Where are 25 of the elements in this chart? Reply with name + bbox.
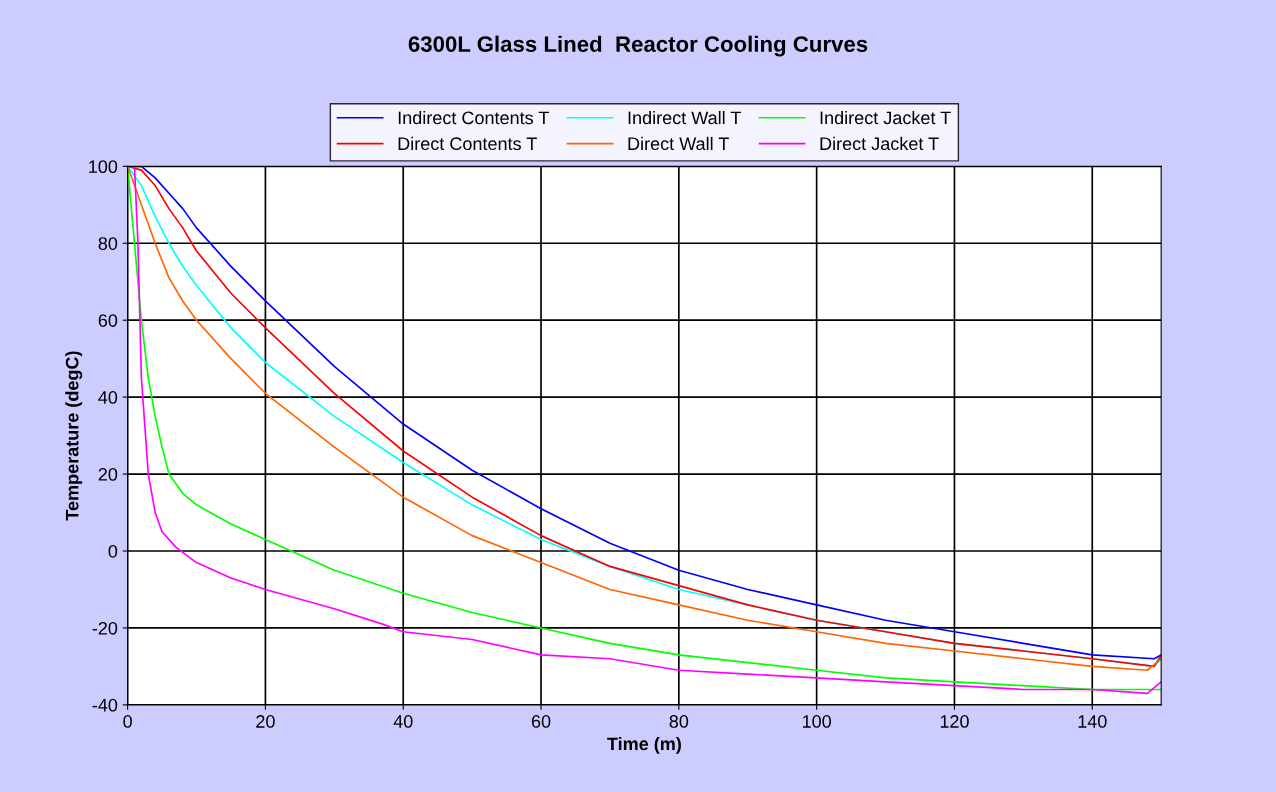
x-tick-label: 120 <box>940 715 969 728</box>
y-tick-label: 100 <box>89 160 118 174</box>
x-tick-label: 80 <box>669 715 689 728</box>
y-tick-label: 80 <box>98 237 118 250</box>
x-axis-title: Time (m) <box>607 736 681 754</box>
legend-label: Indirect Wall T <box>628 110 741 125</box>
legend-label: Indirect Contents T <box>398 110 549 125</box>
y-tick-label: 40 <box>98 391 118 404</box>
legend-label: Direct Wall T <box>628 136 729 151</box>
chart-title: 6300L Glass Lined Reactor Cooling Curves <box>408 35 868 57</box>
y-tick-label: -40 <box>92 698 118 712</box>
y-tick-label: 20 <box>98 468 118 481</box>
y-tick-label: -20 <box>92 621 118 635</box>
x-tick-label: 20 <box>256 715 275 728</box>
y-axis-title: Temperature (degC) <box>65 351 83 521</box>
x-tick-label: 0 <box>123 715 132 728</box>
x-tick-label: 140 <box>1078 715 1107 728</box>
y-tick-label: 0 <box>108 544 118 558</box>
x-tick-label: 60 <box>531 715 551 728</box>
y-tick-label: 60 <box>98 314 118 327</box>
x-tick-label: 100 <box>802 715 831 728</box>
legend-label: Direct Contents T <box>398 136 537 151</box>
legend-label: Indirect Jacket T <box>820 110 951 125</box>
x-tick-label: 40 <box>393 715 413 728</box>
legend-label: Direct Jacket T <box>820 136 939 151</box>
